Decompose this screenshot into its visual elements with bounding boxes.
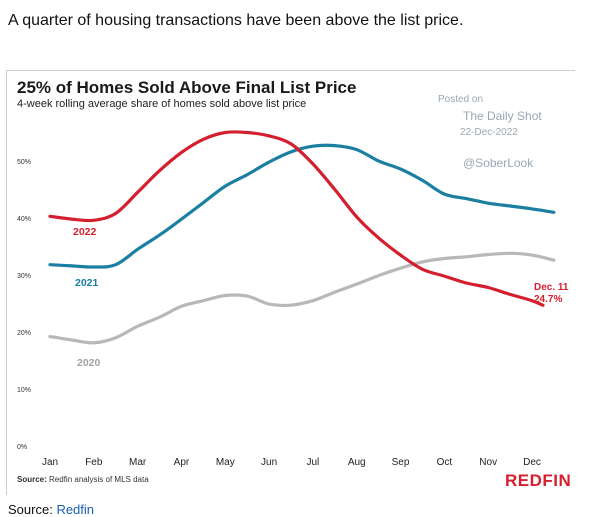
y-tick-label: 20% bbox=[17, 330, 31, 337]
y-tick-label: 50% bbox=[17, 159, 31, 166]
x-tick-label: Nov bbox=[479, 457, 497, 468]
watermark-date: 22-Dec-2022 bbox=[460, 127, 518, 138]
series-label-2021: 2021 bbox=[75, 277, 99, 289]
series-line-2020 bbox=[48, 251, 556, 345]
x-tick-label: Apr bbox=[174, 457, 190, 468]
x-tick-label: Oct bbox=[437, 457, 453, 468]
x-tick-label: Mar bbox=[129, 457, 147, 468]
y-tick-label: 10% bbox=[17, 387, 31, 394]
chart-source-label: Source: bbox=[17, 475, 47, 484]
page-source-label: Source: bbox=[8, 502, 53, 517]
y-tick-label: 40% bbox=[17, 216, 31, 223]
series-layer bbox=[48, 130, 556, 345]
x-tick-label: Dec bbox=[523, 457, 541, 468]
x-axis: Jan Feb Mar Apr May Jun Jul Aug Sep Oct Nov Dec bbox=[42, 457, 541, 468]
x-tick-label: Aug bbox=[348, 457, 366, 468]
page-source: Source: Redfin bbox=[8, 502, 94, 517]
annotation-date: Dec. 11 bbox=[534, 282, 569, 293]
chart-card: 25% of Homes Sold Above Final List Price… bbox=[6, 70, 575, 495]
x-tick-label: May bbox=[216, 457, 235, 468]
y-axis: 0% 10% 20% 30% 40% 50% bbox=[17, 159, 31, 451]
series-line-2022 bbox=[48, 130, 545, 307]
series-label-2022: 2022 bbox=[73, 226, 97, 238]
x-tick-label: Jun bbox=[261, 457, 277, 468]
source-link[interactable]: Redfin bbox=[56, 502, 95, 517]
redfin-logo: REDFIN bbox=[505, 471, 572, 490]
y-tick-label: 0% bbox=[17, 444, 27, 451]
watermark-posted-on: Posted on bbox=[438, 94, 484, 105]
series-line-2021 bbox=[48, 143, 556, 269]
y-tick-label: 30% bbox=[17, 273, 31, 280]
chart-source: Source: Redfin analysis of MLS data bbox=[17, 475, 149, 484]
x-tick-label: Sep bbox=[392, 457, 410, 468]
chart-title: 25% of Homes Sold Above Final List Price bbox=[17, 78, 357, 97]
watermark-site: The Daily Shot bbox=[463, 109, 542, 123]
annotation-value: 24.7% bbox=[534, 294, 562, 305]
line-chart: 0% 10% 20% 30% 40% 50% Jan Feb Mar Apr May Jun Jul A… bbox=[17, 130, 569, 468]
x-tick-label: Jul bbox=[307, 457, 320, 468]
page-caption: A quarter of housing transactions have b… bbox=[8, 12, 464, 29]
chart-source-text: Redfin analysis of MLS data bbox=[49, 475, 149, 484]
series-label-2020: 2020 bbox=[77, 357, 101, 369]
x-tick-label: Jan bbox=[42, 457, 58, 468]
x-tick-label: Feb bbox=[85, 457, 103, 468]
chart-subtitle: 4-week rolling average share of homes so… bbox=[17, 98, 307, 110]
watermark-handle: @SoberLook bbox=[463, 156, 534, 170]
